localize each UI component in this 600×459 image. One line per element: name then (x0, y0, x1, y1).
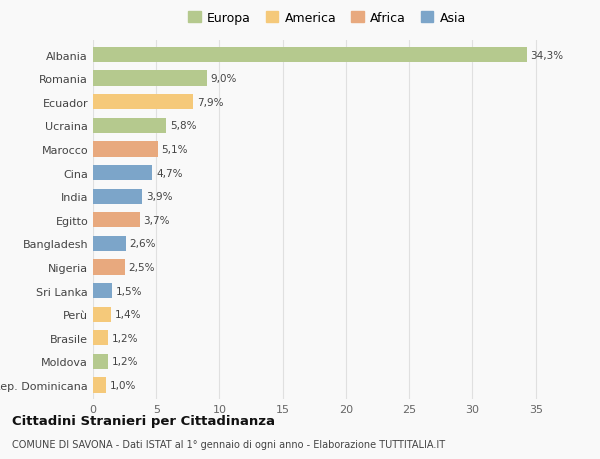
Bar (93, 236, 126, 252)
Bar (93, 260, 125, 275)
Legend: Europa, America, Africa, Asia: Europa, America, Africa, Asia (188, 12, 466, 25)
Text: 34,3%: 34,3% (530, 50, 564, 61)
Text: 2,5%: 2,5% (128, 263, 155, 273)
Text: COMUNE DI SAVONA - Dati ISTAT al 1° gennaio di ogni anno - Elaborazione TUTTITAL: COMUNE DI SAVONA - Dati ISTAT al 1° genn… (12, 440, 445, 449)
Bar (93, 330, 108, 346)
Text: 5,8%: 5,8% (170, 121, 197, 131)
Text: 7,9%: 7,9% (197, 98, 223, 107)
Text: 3,9%: 3,9% (146, 192, 173, 202)
Bar (93, 71, 207, 87)
Text: 4,7%: 4,7% (156, 168, 183, 178)
Bar (93, 142, 158, 157)
Bar (93, 378, 106, 393)
Bar (93, 213, 140, 228)
Bar (93, 48, 527, 63)
Text: 1,5%: 1,5% (116, 286, 142, 296)
Bar (93, 189, 142, 204)
Text: 1,2%: 1,2% (112, 357, 139, 367)
Text: 3,7%: 3,7% (143, 215, 170, 225)
Bar (93, 283, 112, 299)
Text: 1,4%: 1,4% (115, 309, 141, 319)
Text: 9,0%: 9,0% (211, 74, 237, 84)
Bar (93, 118, 166, 134)
Bar (93, 95, 193, 110)
Text: Cittadini Stranieri per Cittadinanza: Cittadini Stranieri per Cittadinanza (12, 414, 275, 428)
Bar (93, 354, 108, 369)
Text: 5,1%: 5,1% (161, 145, 188, 155)
Text: 2,6%: 2,6% (130, 239, 156, 249)
Text: 1,0%: 1,0% (109, 380, 136, 390)
Text: 1,2%: 1,2% (112, 333, 139, 343)
Bar (93, 166, 152, 181)
Bar (93, 307, 111, 322)
